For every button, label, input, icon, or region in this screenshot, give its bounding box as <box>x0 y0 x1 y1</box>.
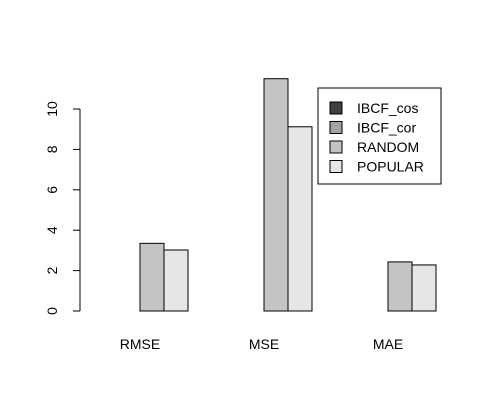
y-tick-label: 0 <box>44 307 60 315</box>
bar-random-rmse <box>139 242 165 312</box>
x-tick-label: MAE <box>373 336 403 352</box>
legend-swatch <box>329 101 343 115</box>
x-tick-label: MSE <box>249 336 279 352</box>
y-tick-label: 2 <box>44 266 60 274</box>
legend-label: RANDOM <box>357 139 419 155</box>
bar-popular-rmse <box>163 249 189 312</box>
x-tick-label: RMSE <box>120 336 160 352</box>
legend-swatch <box>329 160 343 173</box>
legend-swatch <box>329 121 343 134</box>
bar-popular-mae <box>411 264 437 312</box>
x-axis-labels: RMSE MSE MAE <box>120 336 403 352</box>
y-tick-label: 4 <box>44 226 60 234</box>
legend-label: IBCF_cor <box>357 120 416 136</box>
y-axis: 0 2 4 6 8 10 <box>44 101 81 315</box>
y-tick-label: 10 <box>44 101 60 117</box>
legend-label: POPULAR <box>357 159 424 175</box>
y-tick-label: 6 <box>44 186 60 194</box>
legend: IBCF_cos IBCF_cor RANDOM POPULAR <box>317 87 442 185</box>
legend-label: IBCF_cos <box>357 100 418 116</box>
bar-random-mae <box>387 261 413 312</box>
bars <box>139 78 437 312</box>
bar-random-mse <box>263 78 289 312</box>
y-tick-label: 8 <box>44 145 60 153</box>
legend-swatch <box>329 140 343 154</box>
bar-popular-mse <box>287 126 313 312</box>
